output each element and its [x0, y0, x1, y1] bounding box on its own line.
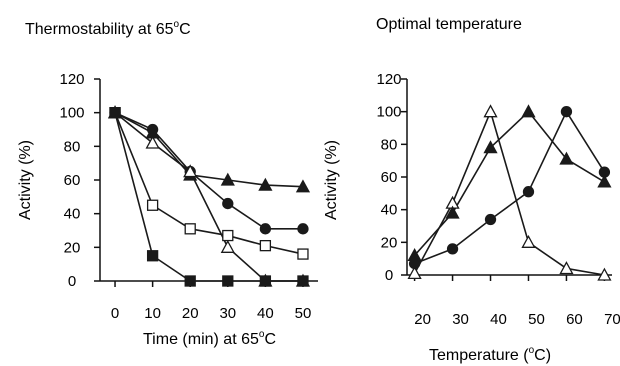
y-tick-label: 80 [381, 136, 398, 153]
y-tick-label: 0 [385, 267, 393, 284]
series-line-triangle-filled [114, 111, 304, 188]
x-tick-label: 50 [295, 305, 312, 322]
data-point-square-open [146, 199, 159, 211]
data-point-triangle-open [597, 267, 612, 281]
y-tick-label: 40 [64, 206, 81, 223]
data-point-circle-filled [522, 186, 535, 198]
series-line-square-open [114, 112, 304, 255]
thermostability-panel: Thermostability at 65oC Time (min) at 65… [17, 19, 318, 348]
y-tick-label: 60 [381, 169, 398, 186]
data-point-triangle-open [145, 135, 160, 149]
x-tick-label: 30 [452, 311, 469, 328]
data-point-circle-filled [484, 213, 497, 226]
series-line-circle-filled [414, 110, 606, 265]
data-point-triangle-filled [220, 172, 235, 186]
data-point-triangle-open [407, 266, 422, 280]
y-tick-label: 0 [68, 273, 76, 290]
data-point-circle-filled [297, 223, 309, 235]
data-point-circle-filled [408, 257, 421, 270]
data-point-triangle-filled [597, 174, 612, 188]
x-tick-label: 40 [490, 311, 507, 328]
data-point-square-filled [184, 275, 196, 287]
data-point-square-open [297, 248, 309, 260]
y-axis-label: Activity (%) [17, 140, 34, 220]
y-tick-label: 100 [59, 105, 84, 122]
data-point-triangle-filled [483, 140, 498, 154]
data-point-triangle-filled [559, 151, 574, 165]
optimal-temperature-panel: Optimal temperature Temperature (oC) Act… [323, 16, 620, 364]
series-line-triangle-open [413, 110, 605, 276]
y-axis-label: Activity (%) [323, 140, 340, 220]
data-point-circle-filled [560, 106, 573, 118]
data-point-square-filled [146, 250, 159, 262]
data-point-square-filled [109, 107, 121, 119]
data-point-square-filled [222, 275, 234, 287]
data-point-square-open [184, 223, 196, 235]
x-tick-label: 40 [257, 305, 274, 322]
data-point-circle-filled [146, 123, 159, 136]
data-point-triangle-open [220, 239, 235, 253]
y-tick-label: 20 [381, 234, 398, 251]
x-axis-label: Temperature (oC) [429, 345, 551, 364]
x-tick-label: 70 [604, 311, 620, 328]
chart-title: Thermostability at 65oC [25, 19, 191, 38]
y-tick-label: 80 [64, 138, 81, 155]
series-line-triangle-open [114, 112, 303, 282]
chart-title: Optimal temperature [376, 16, 522, 33]
x-tick-label: 60 [566, 311, 583, 328]
data-point-circle-filled [598, 166, 611, 178]
series-line-circle-filled [114, 111, 303, 230]
data-point-triangle-open [483, 104, 498, 118]
y-tick-label: 120 [376, 71, 401, 88]
series-line-triangle-filled [413, 110, 605, 256]
data-point-square-filled [297, 275, 309, 287]
x-tick-label: 20 [414, 311, 431, 328]
data-point-circle-filled [222, 197, 234, 210]
y-tick-label: 120 [59, 71, 84, 88]
x-tick-label: 0 [111, 305, 119, 322]
y-tick-label: 100 [376, 104, 401, 121]
y-tick-label: 20 [64, 239, 81, 256]
x-tick-label: 20 [182, 305, 199, 322]
data-point-circle-filled [446, 243, 459, 255]
data-point-square-filled [259, 275, 272, 287]
x-tick-label: 50 [528, 311, 545, 328]
data-point-triangle-filled [295, 179, 311, 193]
y-tick-label: 60 [64, 172, 81, 189]
data-point-triangle-filled [445, 205, 460, 219]
data-point-circle-filled [259, 223, 272, 235]
data-point-square-open [259, 239, 272, 252]
y-tick-label: 40 [381, 202, 398, 219]
data-point-triangle-filled [521, 104, 536, 118]
data-point-triangle-open [183, 164, 198, 178]
series-line-square-filled [114, 112, 303, 282]
data-point-triangle-open [521, 234, 536, 248]
x-tick-label: 30 [219, 305, 236, 322]
data-point-triangle-filled [258, 177, 273, 191]
x-axis-label: Time (min) at 65oC [143, 329, 276, 348]
x-tick-label: 10 [144, 305, 161, 322]
data-point-square-open [222, 229, 234, 242]
data-point-triangle-open [559, 261, 574, 275]
